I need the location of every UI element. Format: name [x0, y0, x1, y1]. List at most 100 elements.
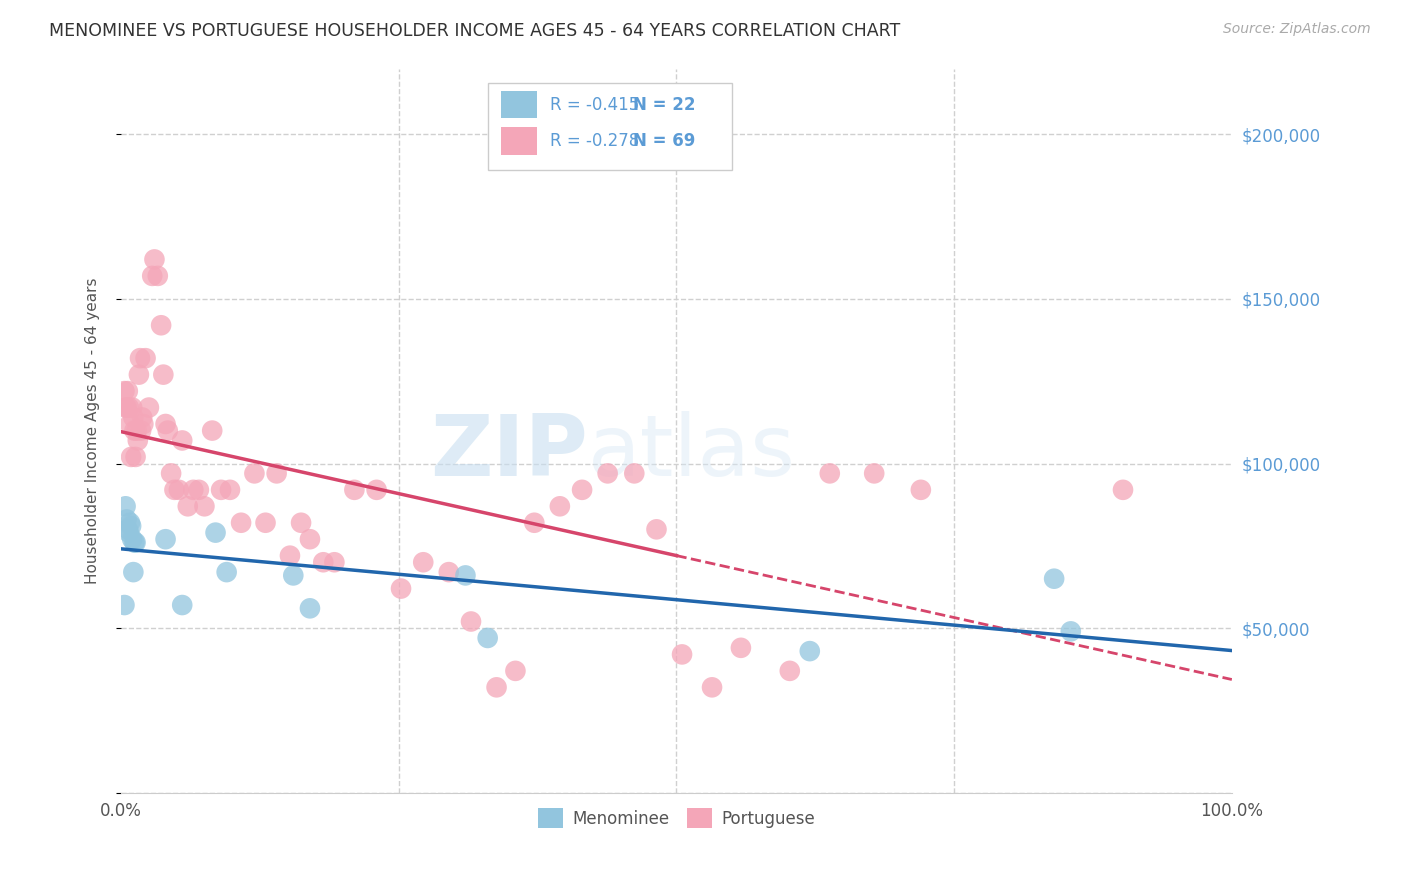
Point [114, 598, 136, 612]
Point [172, 434, 194, 448]
Point [1060, 624, 1083, 639]
Point [187, 483, 209, 497]
Point [124, 450, 146, 464]
Point [131, 410, 153, 425]
Point [910, 483, 932, 497]
Point [454, 568, 477, 582]
Point [298, 601, 321, 615]
Point [596, 467, 619, 481]
Point [172, 598, 194, 612]
Point [132, 417, 155, 431]
Point [118, 516, 141, 530]
Point [437, 565, 460, 579]
Text: N = 69: N = 69 [633, 132, 696, 150]
Point [460, 615, 482, 629]
Point [121, 401, 143, 415]
Point [152, 368, 174, 382]
Text: Source: ZipAtlas.com: Source: ZipAtlas.com [1223, 22, 1371, 37]
Point [122, 565, 145, 579]
Point [323, 555, 346, 569]
Point [156, 424, 179, 438]
Point [120, 450, 142, 464]
Point [290, 516, 312, 530]
Point [124, 535, 146, 549]
Point [671, 648, 693, 662]
Point [155, 532, 177, 546]
Point [122, 410, 145, 425]
Point [219, 483, 242, 497]
Point [128, 368, 150, 382]
Point [193, 500, 215, 514]
Point [623, 467, 645, 481]
Point [117, 384, 139, 398]
Point [229, 516, 252, 530]
Point [118, 525, 141, 540]
Point [818, 467, 841, 481]
Point [779, 664, 801, 678]
Point [150, 318, 173, 333]
Point [160, 467, 183, 481]
Point [312, 555, 335, 569]
Point [548, 500, 571, 514]
Point [204, 525, 226, 540]
Point [143, 252, 166, 267]
Point [283, 568, 305, 582]
Point [523, 516, 546, 530]
Point [127, 434, 149, 448]
Point [114, 401, 136, 415]
Text: MENOMINEE VS PORTUGUESE HOUSEHOLDER INCOME AGES 45 - 64 YEARS CORRELATION CHART: MENOMINEE VS PORTUGUESE HOUSEHOLDER INCO… [49, 22, 900, 40]
Point [485, 681, 508, 695]
Point [163, 483, 186, 497]
FancyBboxPatch shape [501, 91, 537, 119]
Point [1043, 572, 1066, 586]
Point [118, 417, 141, 431]
Point [129, 424, 152, 438]
Point [505, 664, 527, 678]
Point [183, 483, 205, 497]
Point [135, 351, 157, 366]
Point [389, 582, 412, 596]
Point [124, 535, 146, 549]
Point [863, 467, 886, 481]
Point [124, 424, 146, 438]
Point [114, 500, 136, 514]
Point [209, 483, 232, 497]
Point [266, 467, 288, 481]
Point [121, 532, 143, 546]
Point [700, 681, 723, 695]
Point [730, 640, 752, 655]
Point [138, 401, 160, 415]
Point [254, 516, 277, 530]
Point [155, 417, 177, 431]
Text: ZIP: ZIP [430, 411, 588, 494]
Point [571, 483, 593, 497]
Text: R = -0.415: R = -0.415 [550, 95, 640, 113]
Point [278, 549, 301, 563]
Text: N = 22: N = 22 [633, 95, 696, 113]
Point [215, 565, 238, 579]
Text: R = -0.278: R = -0.278 [550, 132, 640, 150]
FancyBboxPatch shape [488, 83, 733, 169]
Point [412, 555, 434, 569]
Point [167, 483, 190, 497]
Point [146, 268, 169, 283]
Point [141, 268, 163, 283]
Point [118, 401, 141, 415]
Point [114, 384, 136, 398]
Point [799, 644, 821, 658]
Point [243, 467, 266, 481]
Point [117, 522, 139, 536]
Point [177, 500, 200, 514]
Point [125, 424, 148, 438]
Text: atlas: atlas [588, 411, 796, 494]
FancyBboxPatch shape [501, 128, 537, 154]
Point [298, 532, 321, 546]
Point [115, 401, 138, 415]
Point [201, 424, 224, 438]
Point [645, 522, 668, 536]
Y-axis label: Householder Income Ages 45 - 64 years: Householder Income Ages 45 - 64 years [86, 277, 100, 584]
Legend: Menominee, Portuguese: Menominee, Portuguese [531, 801, 823, 835]
Point [343, 483, 366, 497]
Point [1112, 483, 1135, 497]
Point [120, 519, 142, 533]
